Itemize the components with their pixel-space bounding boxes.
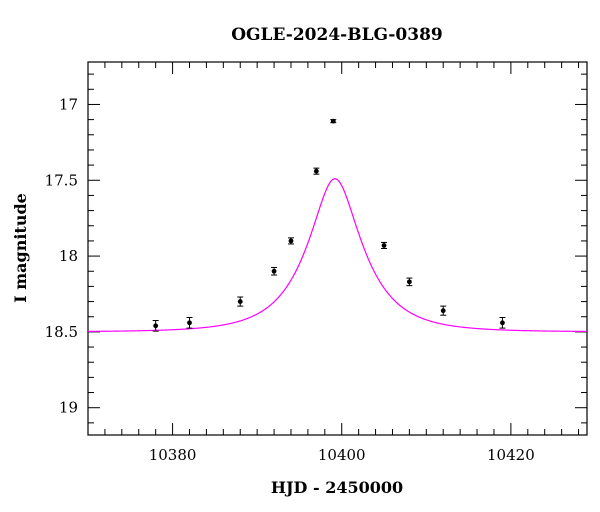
data-point (440, 308, 446, 314)
data-point-group (271, 266, 278, 276)
x-axis-label: HJD - 2450000 (271, 478, 403, 497)
plot-area (87, 118, 588, 333)
axis-tick-labels: 10380 10400 10420 17 17.5 18 18.5 19 (45, 95, 535, 464)
data-point (381, 243, 387, 248)
x-tick-label: 10420 (487, 446, 535, 464)
data-point-group (152, 320, 159, 332)
data-point-group (287, 237, 294, 245)
data-point-group (330, 118, 337, 124)
data-point-group (313, 167, 320, 175)
x-tick-label: 10400 (318, 446, 366, 464)
x-tick-label: 10380 (149, 446, 197, 464)
data-point-group (440, 305, 447, 316)
data-point (313, 168, 319, 174)
y-tick-label: 18.5 (45, 323, 78, 341)
data-point (330, 118, 336, 124)
axis-ticks (87, 62, 587, 435)
model-curve (87, 178, 588, 333)
data-point (406, 279, 412, 285)
data-point-group (186, 316, 193, 329)
y-axis-label: I magnitude (11, 193, 30, 303)
y-tick-label: 17 (59, 95, 78, 113)
plot-frame (87, 61, 588, 436)
y-tick-label: 19 (59, 399, 78, 417)
data-point (237, 299, 243, 304)
data-point (500, 320, 505, 326)
chart-title: OGLE-2024-BLG-0389 (231, 25, 443, 45)
data-point (288, 238, 294, 244)
y-tick-label: 18 (59, 247, 78, 265)
data-point (187, 320, 192, 326)
y-tick-label: 17.5 (45, 171, 78, 189)
data-point-group (237, 296, 244, 307)
data-point (153, 323, 159, 329)
data-point-group (406, 277, 413, 287)
data-point-group (499, 316, 506, 329)
data-point (271, 268, 277, 274)
data-point-group (381, 241, 388, 249)
